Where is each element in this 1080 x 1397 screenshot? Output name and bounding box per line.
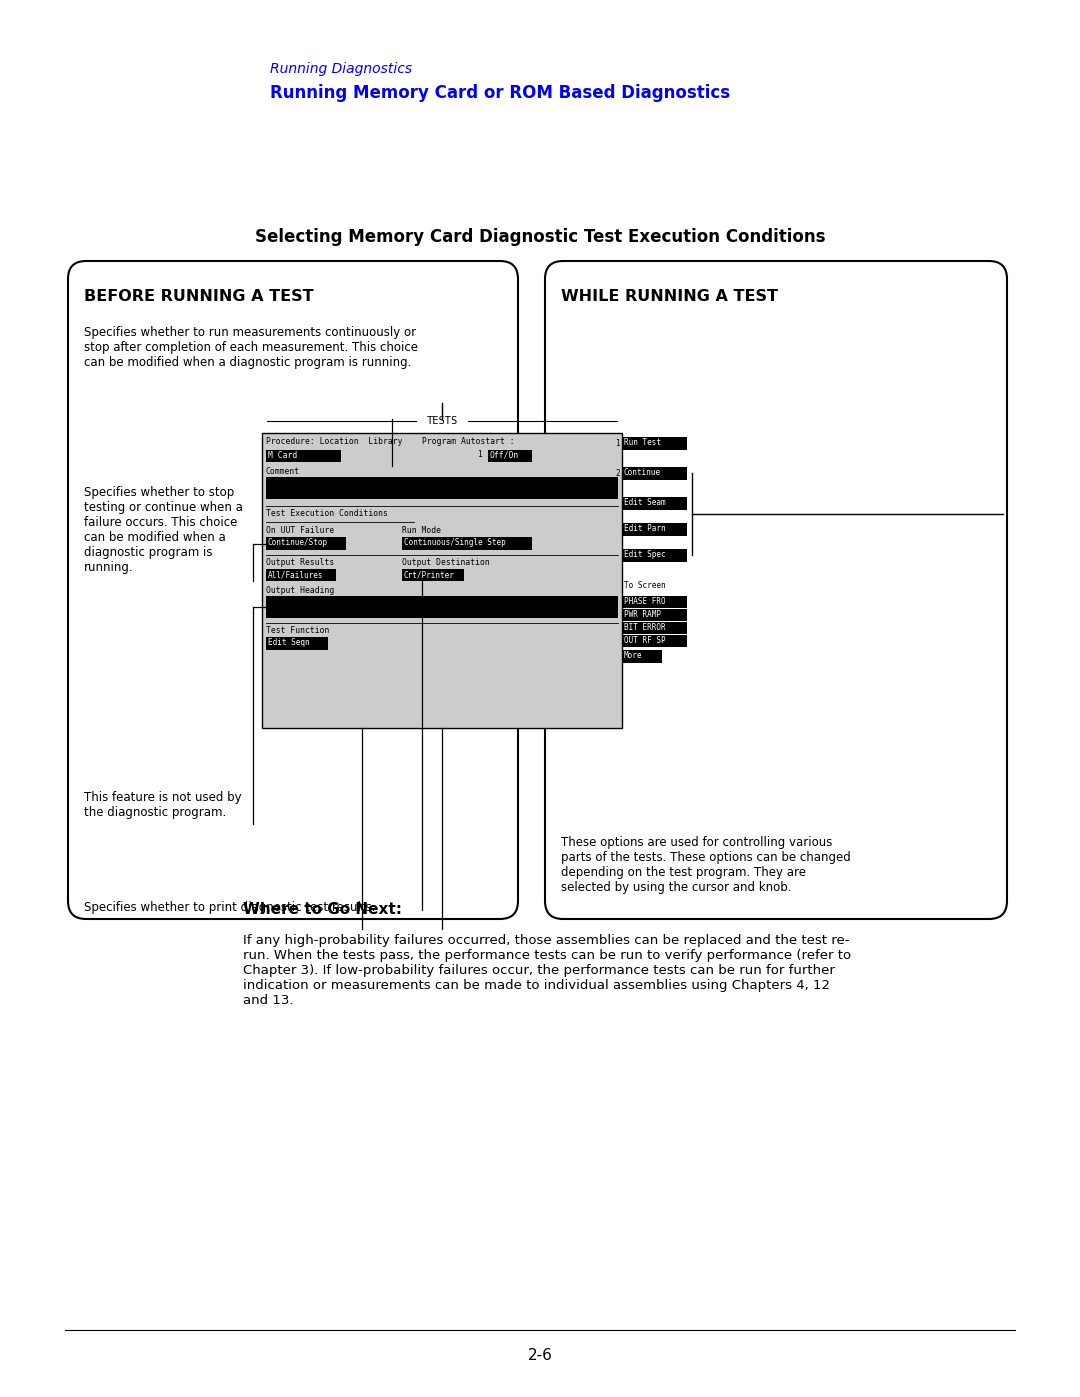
FancyBboxPatch shape [266,597,618,617]
FancyBboxPatch shape [622,622,687,634]
FancyBboxPatch shape [402,536,532,550]
Text: Specifies whether to print diagnostic test results.: Specifies whether to print diagnostic te… [84,901,376,914]
FancyBboxPatch shape [68,261,518,919]
Text: Specifies whether to run measurements continuously or
stop after completion of e: Specifies whether to run measurements co… [84,326,418,369]
Text: Specifies whether to stop
testing or continue when a
failure occurs. This choice: Specifies whether to stop testing or con… [84,486,243,574]
FancyBboxPatch shape [622,467,687,481]
Text: 2: 2 [616,469,620,478]
Text: Output Heading: Output Heading [266,585,334,595]
Text: Crt/Printer: Crt/Printer [404,570,455,578]
Text: 2-6: 2-6 [527,1348,553,1362]
Text: Running Memory Card or ROM Based Diagnostics: Running Memory Card or ROM Based Diagnos… [270,84,730,102]
Text: Edit Spec: Edit Spec [624,550,665,559]
Text: WHILE RUNNING A TEST: WHILE RUNNING A TEST [561,289,778,305]
Text: On UUT Failure: On UUT Failure [266,527,334,535]
Text: Run Test: Run Test [624,439,661,447]
Text: OUT RF SP: OUT RF SP [624,636,665,645]
FancyBboxPatch shape [622,636,687,647]
Text: TESTS: TESTS [427,416,458,426]
Text: Comment: Comment [266,467,300,476]
Text: This feature is not used by
the diagnostic program.: This feature is not used by the diagnost… [84,791,242,819]
Text: BIT ERROR: BIT ERROR [624,623,665,631]
Text: Continuous/Single Step: Continuous/Single Step [404,538,505,548]
Text: PWR RAMP: PWR RAMP [624,610,661,619]
Text: Test Execution Conditions: Test Execution Conditions [266,509,388,518]
Text: Procedure: Location  Library    Program Autostart :: Procedure: Location Library Program Auto… [266,437,515,446]
FancyBboxPatch shape [622,522,687,536]
FancyBboxPatch shape [266,569,336,581]
FancyBboxPatch shape [545,261,1007,919]
FancyBboxPatch shape [622,597,687,608]
FancyBboxPatch shape [266,637,328,650]
Text: 1: 1 [616,439,620,448]
Text: Edit Seqn: Edit Seqn [268,638,310,647]
Text: Run Mode: Run Mode [402,527,441,535]
Text: Selecting Memory Card Diagnostic Test Execution Conditions: Selecting Memory Card Diagnostic Test Ex… [255,228,825,246]
FancyBboxPatch shape [402,569,464,581]
FancyBboxPatch shape [488,450,532,462]
Text: Running Diagnostics: Running Diagnostics [270,61,413,75]
Text: All/Failures: All/Failures [268,570,324,578]
FancyBboxPatch shape [622,650,662,664]
Text: Edit Parn: Edit Parn [624,524,665,534]
Text: These options are used for controlling various
parts of the tests. These options: These options are used for controlling v… [561,835,851,894]
Text: 1: 1 [477,450,482,460]
Text: PHASE FRO: PHASE FRO [624,597,665,606]
Text: If any high-probability failures occurred, those assemblies can be replaced and : If any high-probability failures occurre… [243,935,851,1007]
Text: Output Destination: Output Destination [402,557,489,567]
FancyBboxPatch shape [622,609,687,622]
FancyBboxPatch shape [622,437,687,450]
FancyBboxPatch shape [622,497,687,510]
Text: More: More [624,651,643,659]
Text: Continue: Continue [624,468,661,476]
Text: Edit Seam: Edit Seam [624,497,665,507]
Text: Off/On: Off/On [490,451,519,460]
FancyBboxPatch shape [262,433,622,728]
Text: M Card: M Card [268,451,297,460]
Text: Continue/Stop: Continue/Stop [268,538,328,548]
Text: Test Function: Test Function [266,626,329,636]
FancyBboxPatch shape [266,450,341,462]
FancyBboxPatch shape [622,549,687,562]
Text: To Screen: To Screen [624,581,665,590]
Text: Output Results: Output Results [266,557,334,567]
FancyBboxPatch shape [266,476,618,499]
FancyBboxPatch shape [266,536,346,550]
Text: Where to Go Next:: Where to Go Next: [243,902,402,916]
Text: BEFORE RUNNING A TEST: BEFORE RUNNING A TEST [84,289,313,305]
